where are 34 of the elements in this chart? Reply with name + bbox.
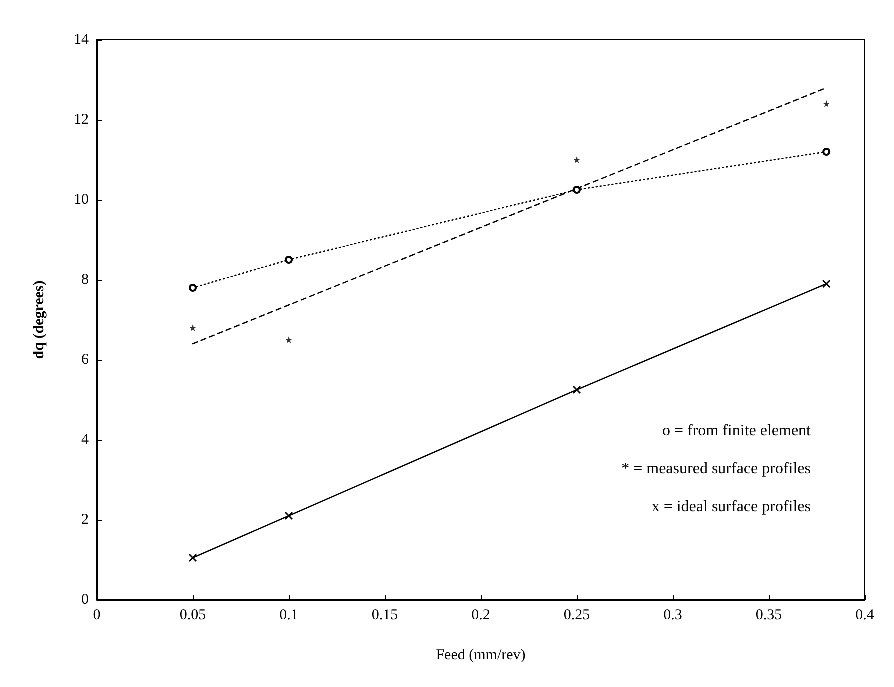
y-axis-title: dq (degrees) — [32, 280, 48, 360]
point — [286, 336, 292, 344]
x-tick-label: 0.2 — [472, 608, 490, 624]
x-tick-label: 0.05 — [180, 608, 206, 624]
point — [822, 148, 831, 156]
annotation: x = ideal surface profiles — [652, 498, 812, 516]
x-tick-label: 0.25 — [564, 608, 590, 624]
point — [822, 280, 831, 288]
point — [573, 186, 581, 194]
x-tick-label: 0.4 — [856, 608, 875, 624]
point — [188, 554, 198, 562]
y-tick-label: 12 — [74, 112, 89, 128]
y-tick-label: 6 — [82, 352, 90, 368]
point — [189, 284, 197, 292]
x-axis-title: Feed (mm/rev) — [436, 648, 526, 664]
point — [190, 324, 196, 332]
y-tick-label: 8 — [82, 272, 89, 288]
x-tick-label: 0.3 — [664, 608, 682, 624]
y-tick-label: 14 — [74, 32, 90, 48]
x-tick-label: 0 — [93, 608, 101, 624]
x-tick-label: 0.15 — [372, 608, 398, 624]
annotation: * = measured surface profiles — [622, 460, 811, 478]
point — [285, 256, 293, 264]
y-tick-label: 2 — [82, 512, 89, 528]
y-tick-label: 4 — [82, 432, 90, 448]
x-tick-label: 0.35 — [756, 608, 782, 624]
point — [823, 100, 830, 108]
point — [284, 512, 294, 520]
y-tick-label: 0 — [82, 592, 89, 608]
x-tick-label: 0.1 — [280, 608, 298, 624]
y-tick-label: 10 — [74, 192, 89, 208]
point — [572, 386, 582, 394]
point — [574, 156, 580, 164]
annotation: o = from finite element — [662, 422, 812, 440]
